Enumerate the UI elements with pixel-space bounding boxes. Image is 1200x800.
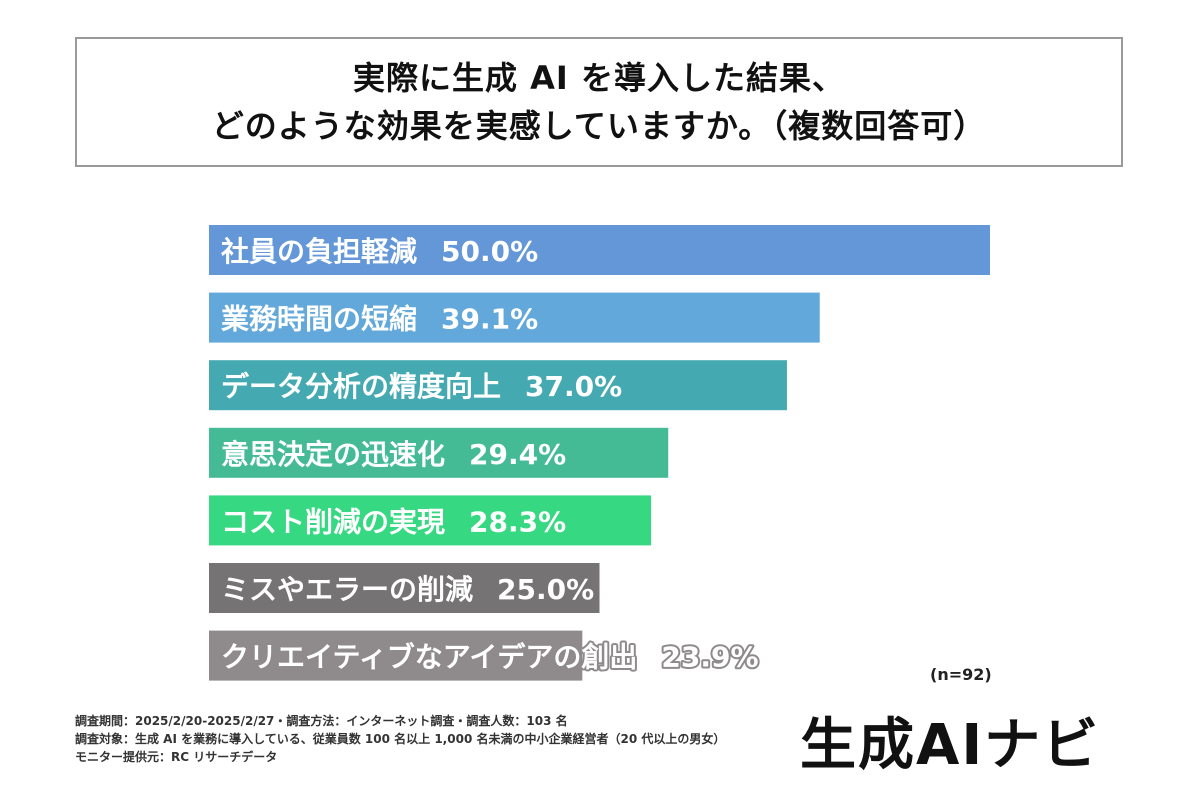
footnote-period: 調査期間：2025/2/20-2025/2/27・調査方法：インターネット調査・… xyxy=(75,714,568,728)
bar-value-4: 29.4% xyxy=(469,438,566,471)
footnote-source: モニター提供元：RC リサーチデータ xyxy=(75,750,278,764)
brand-logo: 生成AIナビ xyxy=(800,713,1101,778)
footnote-target: 調査対象：生成 AI を業務に導入している、従業員数 100 名以上 1,000… xyxy=(75,732,726,746)
bar-4 xyxy=(209,427,669,478)
bar-label-7: クリエイティブなアイデアの創出 xyxy=(221,641,637,674)
bar-label-4: 意思決定の迅速化 xyxy=(221,438,445,471)
bar-label-5: コスト削減の実現 xyxy=(221,505,445,538)
bar-label-6: ミスやエラーの削減 xyxy=(221,573,473,606)
chart-title-line-2: どのような効果を実感していますか。（複数回答可） xyxy=(211,107,987,145)
bar-3 xyxy=(209,360,787,411)
bar-7 xyxy=(209,630,583,681)
bar-1 xyxy=(209,225,990,275)
bar-6 xyxy=(209,563,600,613)
bar-5 xyxy=(209,495,652,546)
title-box: 実際に生成 AI を導入した結果、 どのような効果を実感していますか。（複数回答… xyxy=(75,37,1123,167)
bar-value-2: 39.1% xyxy=(441,303,538,336)
survey-footnotes: 調査期間：2025/2/20-2025/2/27・調査方法：インターネット調査・… xyxy=(75,712,815,766)
bar-label-3: データ分析の精度向上 xyxy=(221,370,501,403)
bar-value-5: 28.3% xyxy=(469,505,566,538)
bar-label-1: 社員の負担軽減 xyxy=(221,235,417,268)
bar-2 xyxy=(209,292,820,343)
chart-title-line-1: 実際に生成 AI を導入した結果、 xyxy=(353,59,845,97)
bar-value-1: 50.0% xyxy=(441,235,538,268)
sample-size-note: (n=92) xyxy=(930,665,992,684)
bar-label-2: 業務時間の短縮 xyxy=(221,303,417,336)
bar-value-6: 25.0% xyxy=(497,573,594,606)
bar-value-3: 37.0% xyxy=(525,370,622,403)
bar-value-7: 23.9% xyxy=(661,641,758,674)
